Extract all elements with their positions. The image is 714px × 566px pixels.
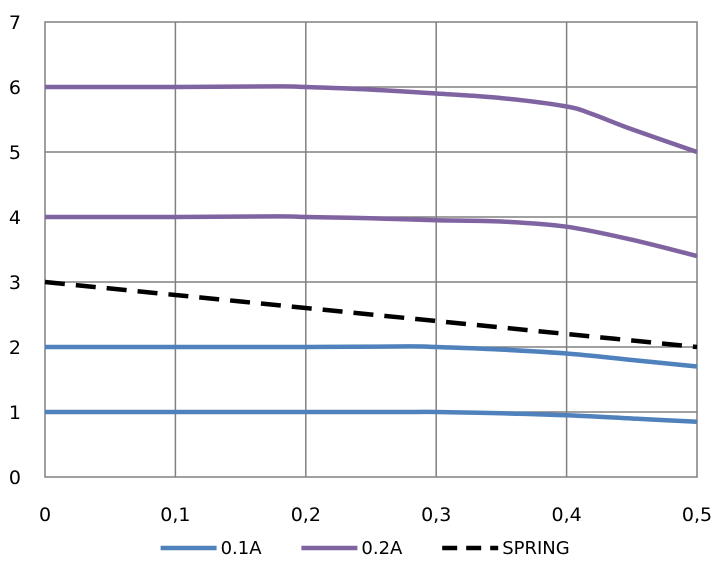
legend-label-0-2a: 0.2A [361, 538, 403, 559]
y-tick-label: 6 [9, 77, 21, 99]
series-line-0-1a-1 [45, 409, 698, 425]
x-tick-label: 0,3 [421, 504, 451, 526]
y-tick-label: 4 [9, 207, 21, 229]
x-tick-label: 0,1 [160, 504, 190, 526]
legend: 0.1A 0.2A SPRING [160, 538, 570, 559]
x-tick-label: 0,4 [551, 504, 581, 526]
x-tick-label: 0,5 [682, 504, 712, 526]
series-line-spring-1 [44, 279, 698, 350]
legend-label-spring: SPRING [502, 538, 570, 559]
series-line-0-2a-2 [44, 84, 698, 155]
series-line-0-1a-2 [44, 344, 698, 369]
y-tick-label: 3 [9, 272, 21, 294]
y-tick-label: 7 [9, 12, 21, 34]
y-tick-label: 2 [9, 337, 21, 359]
series-lines [44, 84, 698, 425]
plot-area [44, 21, 698, 478]
y-tick-label: 0 [9, 467, 21, 489]
series-line-0-2a-1 [44, 214, 698, 259]
x-tick-label: 0,2 [291, 504, 321, 526]
y-tick-label: 1 [9, 402, 21, 424]
x-axis-ticks: 0 0,1 0,2 0,3 0,4 0,5 [39, 504, 712, 526]
x-tick-label: 0 [39, 504, 51, 526]
y-tick-label: 5 [9, 142, 21, 164]
legend-label-0-1a: 0.1A [221, 538, 263, 559]
y-axis-ticks: 0 1 2 3 4 5 6 7 [9, 12, 21, 489]
